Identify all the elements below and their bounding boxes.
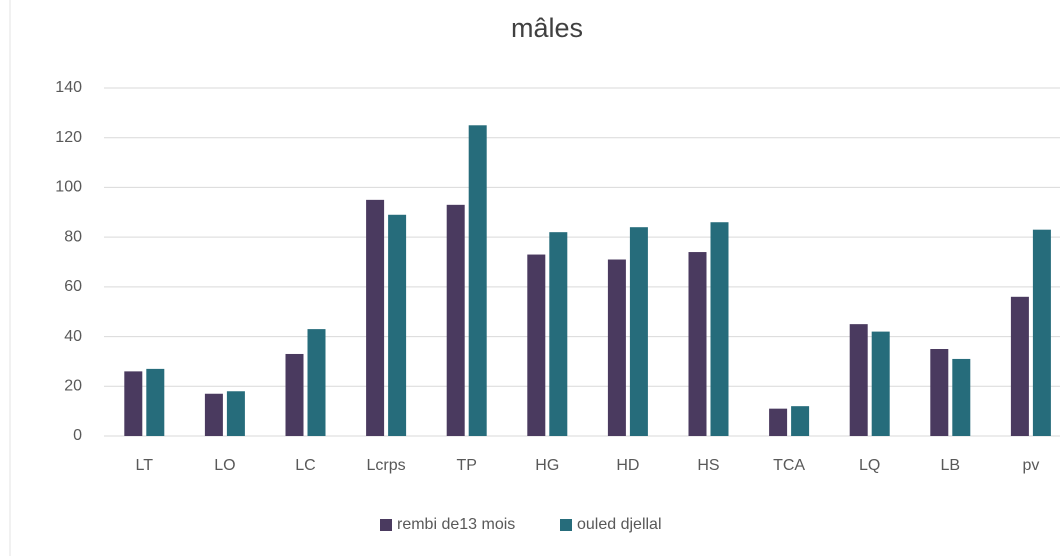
y-tick-label: 0 [73,427,82,444]
x-tick-label: LQ [859,457,880,474]
y-tick-label: 20 [64,378,82,395]
x-tick-label: HS [697,457,719,474]
x-tick-label: LC [295,457,315,474]
x-tick-label: HD [616,457,639,474]
bar [204,393,223,436]
bar [791,406,810,436]
y-tick-label: 60 [64,278,82,295]
bar [388,214,407,436]
legend-swatch [380,519,392,531]
bar [849,324,868,436]
bar [769,408,788,436]
y-tick-label: 80 [64,228,82,245]
bar [307,329,326,436]
x-tick-label: TP [456,457,476,474]
bar [124,371,143,436]
bar [710,222,729,436]
legend-label: rembi de13 mois [397,516,515,533]
bar [226,391,245,436]
bar [930,349,949,436]
bar [607,259,626,436]
legend-swatch [560,519,572,531]
bar [366,199,385,436]
x-tick-label: HG [535,457,559,474]
bar [468,125,487,437]
chart-title: mâles [511,13,583,43]
bar [527,254,546,436]
x-tick-label: TCA [773,457,805,474]
bar [1032,229,1051,436]
x-tick-label: LT [136,457,154,474]
y-tick-label: 120 [55,129,82,146]
bar [952,358,971,436]
bar [629,227,648,436]
bar [549,232,568,436]
x-tick-label: pv [1022,457,1039,474]
bar [146,368,165,436]
bar [285,353,304,436]
x-tick-label: LO [214,457,235,474]
legend-label: ouled djellal [577,516,662,533]
bar [871,331,890,436]
y-tick-label: 140 [55,79,82,96]
y-tick-label: 100 [55,179,82,196]
bar [688,252,707,436]
x-tick-label: LB [941,457,961,474]
x-tick-label: Lcrps [367,457,406,474]
y-tick-label: 40 [64,328,82,345]
bar [1010,296,1029,436]
bar [446,204,465,436]
